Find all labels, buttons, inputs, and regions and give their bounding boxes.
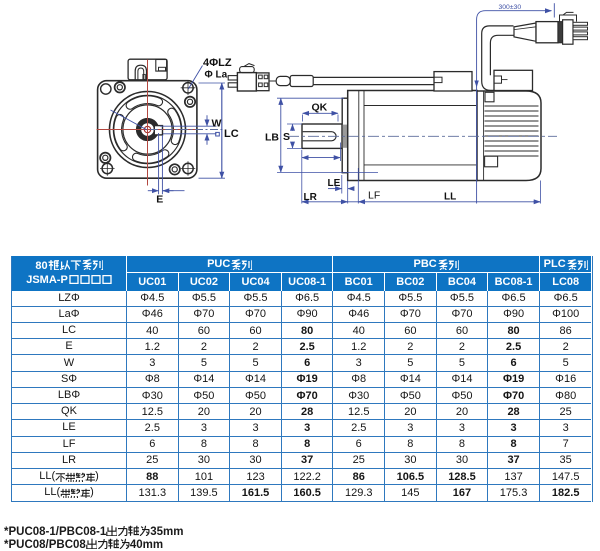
svg-text:4ΦLZ: 4ΦLZ — [203, 57, 232, 69]
svg-text:LE: LE — [328, 178, 341, 189]
svg-text:W: W — [212, 117, 222, 129]
svg-text:LC: LC — [224, 128, 239, 140]
svg-text:QK: QK — [312, 102, 328, 114]
svg-text:S: S — [283, 131, 290, 143]
svg-text:LF: LF — [368, 189, 380, 201]
svg-text:LR: LR — [304, 192, 318, 203]
svg-text:LB: LB — [265, 132, 279, 144]
svg-text:E: E — [156, 194, 163, 206]
svg-text:300±30: 300±30 — [499, 4, 522, 11]
svg-text:Φ La: Φ La — [205, 70, 228, 81]
svg-text:LL: LL — [444, 192, 456, 203]
